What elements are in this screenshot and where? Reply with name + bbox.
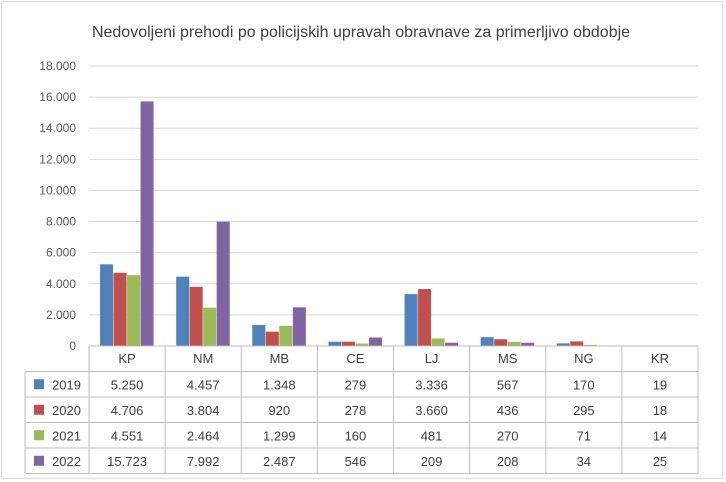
y-tick-label: 0 bbox=[69, 339, 76, 353]
data-label-nm-2021: 2.464 bbox=[187, 428, 220, 443]
data-label-kr-2022: 25 bbox=[653, 454, 667, 469]
bar-kp-2021 bbox=[127, 275, 141, 346]
y-axis: 0 2.000 4.000 6.000 8.000 10.000 12.000 14.000 1… bbox=[39, 59, 76, 353]
y-tick-label: 8.000 bbox=[46, 215, 76, 229]
bar-nm-2022 bbox=[216, 221, 230, 346]
bar-nm-2020 bbox=[189, 286, 203, 346]
bar-lj-2020 bbox=[418, 289, 432, 346]
bar-ce-2019 bbox=[328, 341, 342, 346]
bar-ng-2021 bbox=[583, 344, 597, 346]
bar-mb-2020 bbox=[265, 331, 279, 346]
data-label-ms-2020: 436 bbox=[497, 403, 519, 418]
data-label-kr-2020: 18 bbox=[653, 403, 667, 418]
data-label-nm-2019: 4.457 bbox=[187, 377, 220, 392]
legend-key-2019 bbox=[34, 379, 44, 390]
data-label-kp-2021: 4.551 bbox=[111, 428, 144, 443]
y-tick-label: 14.000 bbox=[39, 121, 76, 135]
data-label-ms-2019: 567 bbox=[497, 377, 519, 392]
bar-ce-2020 bbox=[341, 341, 355, 346]
y-tick-label: 16.000 bbox=[39, 90, 76, 104]
data-label-ce-2019: 279 bbox=[345, 377, 367, 392]
bar-kp-2022 bbox=[140, 101, 154, 346]
data-label-ce-2020: 278 bbox=[345, 403, 367, 418]
category-label-ng: NG bbox=[574, 351, 594, 366]
data-label-ng-2022: 34 bbox=[577, 454, 591, 469]
gridlines bbox=[89, 65, 698, 316]
y-tick-label: 18.000 bbox=[39, 59, 76, 73]
data-label-kp-2019: 5.250 bbox=[111, 377, 144, 392]
data-label-lj-2020: 3.660 bbox=[415, 403, 448, 418]
data-label-ng-2019: 170 bbox=[573, 377, 595, 392]
data-label-ng-2021: 71 bbox=[577, 428, 591, 443]
bar-nm-2019 bbox=[176, 276, 190, 346]
bars bbox=[100, 101, 687, 346]
category-label-ms: MS bbox=[498, 351, 518, 366]
bar-ms-2020 bbox=[494, 339, 508, 346]
legend-key-2021 bbox=[34, 430, 44, 441]
data-label-kr-2021: 14 bbox=[653, 428, 667, 443]
data-label-mb-2022: 2.487 bbox=[263, 454, 296, 469]
data-label-kr-2019: 19 bbox=[653, 377, 667, 392]
chart-title: Nedovoljeni prehodi po policijskih uprav… bbox=[92, 24, 630, 41]
bar-ms-2021 bbox=[507, 341, 521, 346]
bar-ms-2019 bbox=[480, 337, 494, 346]
data-label-mb-2019: 1.348 bbox=[263, 377, 296, 392]
data-label-ms-2021: 270 bbox=[497, 428, 519, 443]
legend-label-2019: 2019 bbox=[52, 377, 81, 392]
category-label-kp: KP bbox=[118, 351, 135, 366]
data-label-mb-2021: 1.299 bbox=[263, 428, 296, 443]
category-label-nm: NM bbox=[193, 351, 213, 366]
y-tick-label: 12.000 bbox=[39, 152, 76, 166]
data-label-lj-2021: 481 bbox=[421, 428, 443, 443]
legend-label-2022: 2022 bbox=[52, 454, 81, 469]
y-tick-label: 2.000 bbox=[46, 308, 76, 322]
legend-label-2021: 2021 bbox=[52, 428, 81, 443]
data-table: KP NM MB CE LJ MS NG KR 2019 5.250 4.457 1.348 279 3.… bbox=[24, 345, 699, 474]
y-tick-label: 6.000 bbox=[46, 246, 76, 260]
data-label-lj-2022: 209 bbox=[421, 454, 443, 469]
data-label-ng-2020: 295 bbox=[573, 403, 595, 418]
legend-label-2020: 2020 bbox=[52, 403, 81, 418]
legend-key-2020 bbox=[34, 404, 44, 415]
y-tick-label: 4.000 bbox=[46, 277, 76, 291]
y-tick-label: 10.000 bbox=[39, 183, 76, 197]
bar-kp-2019 bbox=[100, 264, 114, 346]
bar-kp-2020 bbox=[113, 272, 127, 346]
category-label-ce: CE bbox=[346, 351, 364, 366]
bar-nm-2021 bbox=[203, 307, 217, 346]
category-label-lj: LJ bbox=[425, 351, 439, 366]
bar-mb-2021 bbox=[279, 325, 293, 346]
bar-ms-2022 bbox=[521, 342, 535, 346]
data-label-nm-2020: 3.804 bbox=[187, 403, 220, 418]
legend-key-2022 bbox=[34, 455, 44, 466]
data-label-ce-2021: 160 bbox=[345, 428, 367, 443]
data-label-ms-2022: 208 bbox=[497, 454, 519, 469]
bar-lj-2022 bbox=[445, 342, 459, 346]
category-label-kr: KR bbox=[651, 351, 669, 366]
bar-mb-2019 bbox=[252, 325, 266, 346]
bar-ng-2020 bbox=[570, 341, 584, 346]
data-label-kp-2022: 15.723 bbox=[107, 454, 147, 469]
category-label-mb: MB bbox=[270, 351, 290, 366]
bar-ce-2022 bbox=[368, 337, 382, 346]
data-label-kp-2020: 4.706 bbox=[111, 403, 144, 418]
bar-lj-2021 bbox=[431, 338, 445, 346]
data-label-mb-2020: 920 bbox=[268, 403, 290, 418]
bar-ng-2019 bbox=[556, 343, 570, 346]
bar-ce-2021 bbox=[355, 343, 369, 346]
data-label-lj-2019: 3.336 bbox=[415, 377, 448, 392]
data-label-nm-2022: 7.992 bbox=[187, 454, 220, 469]
bar-lj-2019 bbox=[404, 294, 418, 346]
data-label-ce-2022: 546 bbox=[345, 454, 367, 469]
bar-mb-2022 bbox=[292, 307, 306, 346]
